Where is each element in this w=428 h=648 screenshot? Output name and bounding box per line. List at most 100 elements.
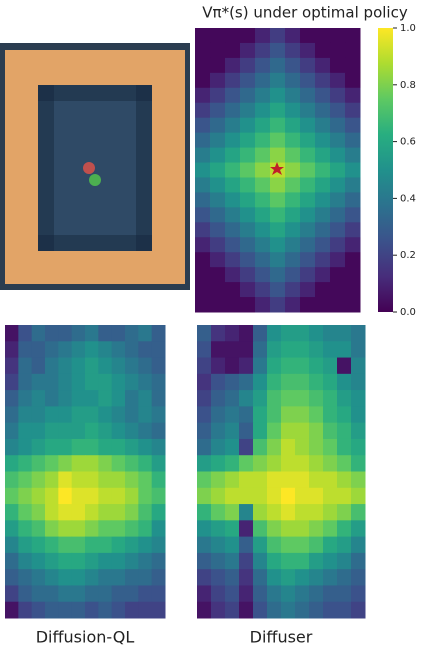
heatmap-cell <box>111 455 126 472</box>
heatmap-cell <box>240 222 256 238</box>
heatmap-cell <box>45 455 59 472</box>
heatmap-cell <box>45 487 59 505</box>
heatmap-cell <box>85 390 99 407</box>
heatmap-cell <box>45 552 59 570</box>
heatmap-cell <box>315 87 331 104</box>
heatmap-cell <box>330 207 346 223</box>
heatmap-cell <box>330 42 346 59</box>
heatmap-cell <box>58 325 73 342</box>
heatmap-cell <box>240 132 256 149</box>
heatmap-cell <box>31 504 46 521</box>
colorbar-tick-label: 0.8 <box>400 80 416 91</box>
heatmap-cell <box>315 102 331 119</box>
heatmap-cell <box>125 471 139 489</box>
heatmap-cell <box>239 585 254 603</box>
heatmap-cell <box>240 147 256 164</box>
heatmap-cell <box>5 520 19 538</box>
heatmap-cell <box>351 520 366 538</box>
heatmap-cell <box>239 357 254 375</box>
heatmap-cell <box>253 585 268 603</box>
heatmap-cell <box>309 406 324 424</box>
heatmap-cell <box>285 42 301 59</box>
heatmap-cell <box>300 192 316 208</box>
heatmap-cell <box>211 552 226 570</box>
heatmap-cell <box>58 552 73 570</box>
heatmap-cell <box>309 325 324 342</box>
heatmap-cell <box>309 585 324 603</box>
heatmap-cell <box>125 552 139 570</box>
heatmap-cell <box>270 102 286 119</box>
heatmap-cell <box>285 102 301 119</box>
heatmap-cell <box>45 390 59 407</box>
heatmap-cell <box>295 406 310 424</box>
heatmap-cell <box>285 267 301 283</box>
heatmap-cell <box>253 504 268 521</box>
heatmap-cell <box>300 177 316 193</box>
heatmap-cell <box>125 520 139 538</box>
heatmap-cell <box>345 87 361 104</box>
heatmap-cell <box>5 536 19 554</box>
heatmap-cell <box>85 455 99 472</box>
heatmap-cell <box>345 237 361 253</box>
heatmap-cell <box>267 422 282 440</box>
heatmap-cell <box>337 357 352 375</box>
heatmap-cell <box>195 192 211 208</box>
heatmap-cell <box>18 520 33 538</box>
heatmap-cell <box>295 520 310 538</box>
heatmap-cell <box>125 390 139 407</box>
colorbar-tick-label: 0.0 <box>400 307 416 318</box>
heatmap-cell <box>295 504 310 521</box>
heatmap-cell <box>281 569 296 586</box>
heatmap-cell <box>330 252 346 268</box>
heatmap-cell <box>323 390 338 407</box>
heatmap-cell <box>85 438 99 456</box>
heatmap-cell <box>197 569 212 586</box>
heatmap-cell <box>125 438 139 456</box>
heatmap-cell <box>138 585 153 603</box>
heatmap-cell <box>240 162 256 178</box>
heatmap-cell <box>255 147 271 164</box>
heatmap-cell <box>337 520 352 538</box>
colorbar-tick-label: 1.0 <box>400 23 416 34</box>
heatmap-cell <box>197 406 212 424</box>
heatmap-cell <box>337 422 352 440</box>
heatmap-cell <box>5 455 19 472</box>
heatmap-cell <box>111 487 126 505</box>
heatmap-cell <box>31 406 46 424</box>
heatmap-cell <box>151 569 166 586</box>
heatmap-cell <box>210 222 226 238</box>
heatmap-cell <box>337 585 352 603</box>
heatmap-cell <box>5 357 19 375</box>
heatmap-cell <box>285 87 301 104</box>
heatmap-cell <box>315 72 331 89</box>
heatmap-cell <box>71 390 86 407</box>
heatmap-cell <box>210 177 226 193</box>
colorbar <box>378 28 393 312</box>
heatmap-cell <box>125 569 139 586</box>
heatmap-cell <box>300 237 316 253</box>
heatmap-cell <box>195 72 211 89</box>
heatmap-cell <box>351 585 366 603</box>
heatmap-cell <box>98 390 113 407</box>
heatmap-cell <box>210 297 226 313</box>
heatmap-cell <box>330 297 346 313</box>
heatmap-cell <box>225 455 240 472</box>
maze-render <box>0 43 190 290</box>
heatmap-cell <box>255 177 271 193</box>
heatmap-cell <box>309 341 324 359</box>
heatmap-cell <box>323 422 338 440</box>
heatmap-cell <box>197 422 212 440</box>
heatmap-cell <box>285 57 301 74</box>
heatmap-cell <box>85 471 99 489</box>
heatmap-cell <box>240 72 256 89</box>
heatmap-cell <box>45 520 59 538</box>
colorbar-tick-label: 0.6 <box>400 137 416 148</box>
heatmap-cell <box>225 504 240 521</box>
heatmap-cell <box>125 487 139 505</box>
heatmap-cell <box>315 207 331 223</box>
heatmap-cell <box>151 585 166 603</box>
heatmap-cell <box>31 357 46 375</box>
heatmap-cell <box>323 504 338 521</box>
heatmap-cell <box>197 390 212 407</box>
heatmap-cell <box>255 57 271 74</box>
